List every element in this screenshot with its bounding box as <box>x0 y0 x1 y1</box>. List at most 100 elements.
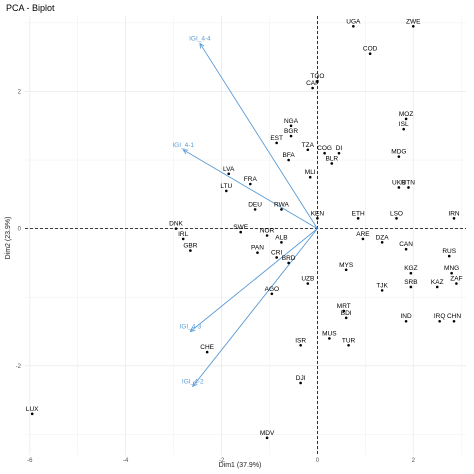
data-point <box>397 155 401 158</box>
data-point-label: DJI <box>296 375 306 382</box>
data-point-label: MUS <box>322 330 337 337</box>
data-point <box>380 289 384 292</box>
data-point <box>316 79 319 83</box>
data-point-label: ZWE <box>406 18 421 25</box>
data-point-label: LSO <box>390 210 403 217</box>
data-point <box>452 217 456 220</box>
data-point-label: MDG <box>391 149 406 156</box>
data-point <box>407 186 410 189</box>
y-tick-label: 0 <box>18 227 22 233</box>
data-point-label: IRN <box>448 210 460 217</box>
data-point <box>299 343 302 347</box>
data-point <box>205 350 209 354</box>
data-point <box>248 182 252 186</box>
data-point <box>411 24 415 28</box>
data-point <box>256 251 259 254</box>
data-point <box>328 337 331 340</box>
data-point-label: MNG <box>444 265 459 272</box>
data-point <box>337 151 341 155</box>
data-point-label: MRT <box>337 303 351 310</box>
data-point <box>409 271 413 275</box>
variable-arrow <box>182 149 318 230</box>
data-point <box>299 381 302 385</box>
data-point-label: TJK <box>376 282 388 289</box>
data-point <box>344 268 348 272</box>
data-point <box>404 117 408 121</box>
data-point <box>435 285 439 289</box>
data-point <box>395 217 398 220</box>
axis-ticks: -6 -4 -2 0 2 -2 0 2 <box>16 89 416 464</box>
grid <box>25 16 466 455</box>
data-point <box>265 234 269 237</box>
data-point <box>287 158 290 162</box>
variable-arrow <box>190 228 318 332</box>
data-point-label: IND <box>400 313 412 320</box>
variable-label: IGI_4-3 <box>180 324 202 331</box>
variable-label: IGI_4-1 <box>172 142 194 149</box>
data-point <box>380 241 384 244</box>
data-point-label: KAZ <box>431 279 444 286</box>
data-point-label: DZA <box>376 234 390 241</box>
data-point <box>239 230 243 234</box>
data-point-label: RUS <box>442 248 456 255</box>
data-point <box>361 237 365 241</box>
data-point-label: BFA <box>282 152 295 159</box>
data-point-label: TZA <box>302 142 315 149</box>
data-point <box>402 127 405 131</box>
data-point <box>342 309 346 313</box>
data-point-label: LUX <box>26 406 39 413</box>
data-point <box>409 285 413 289</box>
data-point-label: ISL <box>399 121 409 128</box>
y-tick-label: -2 <box>16 364 22 370</box>
data-point <box>270 292 274 296</box>
data-point-label: MOZ <box>399 111 413 118</box>
x-axis-label: Dim1 (37.9%) <box>219 462 262 469</box>
data-point <box>397 186 401 189</box>
variable-label: IGI_4-4 <box>189 35 211 42</box>
data-point <box>181 237 185 241</box>
data-point <box>356 217 360 220</box>
data-point-label: TGO <box>310 73 324 80</box>
data-point <box>289 134 293 138</box>
data-point <box>311 86 314 90</box>
chart-title: PCA - Biplot <box>6 3 55 13</box>
y-tick-label: 2 <box>18 89 22 95</box>
data-point <box>452 319 456 323</box>
data-point <box>368 52 372 56</box>
data-point <box>344 316 348 320</box>
data-point-label: ETH <box>352 210 365 217</box>
variable-arrow <box>199 43 318 229</box>
data-point <box>280 241 283 244</box>
data-point <box>347 343 350 347</box>
data-point <box>308 175 312 179</box>
data-point-label: CHE <box>200 344 214 351</box>
data-point-label: UGA <box>346 18 361 25</box>
data-point <box>352 24 355 28</box>
data-point <box>30 412 34 416</box>
data-point <box>306 282 310 285</box>
data-point-label: BGR <box>284 128 298 135</box>
variable-arrow-head <box>182 149 189 155</box>
data-point <box>438 319 441 323</box>
data-point <box>450 271 453 275</box>
data-point-label: SRB <box>404 279 417 286</box>
data-point-label: CAF <box>306 80 319 87</box>
data-point <box>275 141 278 145</box>
x-tick-label: -4 <box>123 458 129 464</box>
data-point <box>404 247 408 251</box>
x-tick-label: 0 <box>316 458 320 464</box>
data-point-label: RWA <box>274 201 289 208</box>
data-point-label: ARE <box>356 231 370 238</box>
data-point-label: KGZ <box>404 265 417 272</box>
variable-arrow <box>192 228 318 387</box>
variable-arrow-head <box>192 381 198 388</box>
data-point-label: BLR <box>325 155 338 162</box>
x-tick-label: -2 <box>219 458 225 464</box>
data-point-label: GBR <box>183 243 197 250</box>
data-point <box>447 254 451 258</box>
data-point-label: LVA <box>223 166 235 173</box>
data-point <box>227 172 231 176</box>
data-point-label: COD <box>363 46 378 53</box>
data-point-label: MDV <box>260 430 275 437</box>
